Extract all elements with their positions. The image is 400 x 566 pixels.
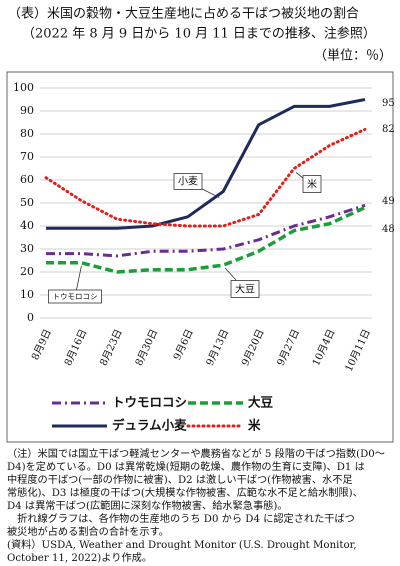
note-line: D4)を定めている。D0 は異常乾燥(短期の乾燥、農作物の生育に支障)、D1 は [7,460,365,473]
y-tick-label: 40 [20,219,34,232]
note-line: D4 は異常干ばつ(広範囲に深刻な作物被害、給水緊急事態)。 [7,499,288,512]
series-line [46,206,366,274]
x-tick-label: 8月9日 [29,327,54,362]
note-line: 常態化)、D3 は極度の干ばつ(大規模な作物被害、広範な水不足と給水制限)、 [7,486,363,499]
series-line [46,98,366,230]
note-line: （注）米国では国立干ばつ軽減センターや農務省などが 5 段階の干ばつ指数(D0～ [7,447,385,460]
y-tick-label: 10 [20,288,34,301]
y-tick-label: 60 [20,173,34,186]
unit-label: （単位：％） [314,48,392,64]
y-tick-label: 0 [27,311,34,324]
end-value-label: 82 [382,124,395,135]
y-tick-label: 30 [20,242,34,255]
callout-box [302,175,322,193]
x-tick-label: 9月13日 [204,327,231,368]
note-line: 折れ線グラフは、各作物の生産地のうち D0 から D4 に認定された干ばつ [7,512,355,525]
x-tick-label: 9月20日 [239,327,266,368]
end-value-label: 95 [382,98,395,109]
x-tick-label: 10月11日 [343,327,373,373]
y-tick-label: 50 [20,196,34,209]
legend-label: 米 [247,418,261,433]
callout-box [230,280,260,298]
end-value-label: 48 [382,224,395,235]
x-tick-label: 8月30日 [133,327,160,368]
note-line: 中程度の干ばつ(一部の作物に被害)、D2 は激しい干ばつ(作物被害、水不足 [7,473,353,486]
legend-label: トウモロコシ [112,395,187,410]
chart-subtitle: （2022 年 8 月 9 日から 10 月 11 日までの推移、注参照） [22,26,376,42]
note-line: 被災地が占める割合の合計を示す。 [7,525,169,538]
chart-title: （表）米国の穀物・大豆生産地に占める干ばつ被災地の割合 [8,6,359,22]
x-tick-label: 10月4日 [310,327,337,368]
y-tick-label: 90 [20,104,34,117]
callout-box [173,173,203,190]
x-tick-label: 9月27日 [275,327,302,368]
y-tick-label: 80 [20,127,34,140]
y-tick-label: 70 [20,150,34,163]
annotation: 小麦 [178,176,198,188]
annotation: 米 [307,178,317,191]
y-tick-label: 100 [13,81,34,94]
note-line: (資料）USDA, Weather and Drought Monitor (U… [7,538,357,551]
x-tick-label: 8月16日 [62,327,89,368]
series-line [44,127,367,228]
legend-label: 大豆 [248,395,274,410]
legend-label: デュラム小麦 [112,418,187,433]
annotation: 大豆 [235,283,255,296]
x-tick-label: 8月23日 [97,327,124,368]
annotation: トウモロコシ [53,292,98,301]
x-tick-label: 9月6日 [171,327,196,362]
note-line: October 11, 2022)より作成。 [7,552,152,564]
chart-frame [6,71,394,443]
end-value-label: 49 [382,196,395,207]
y-tick-label: 20 [20,265,34,278]
series-line [46,203,366,258]
callout-box [48,289,102,304]
